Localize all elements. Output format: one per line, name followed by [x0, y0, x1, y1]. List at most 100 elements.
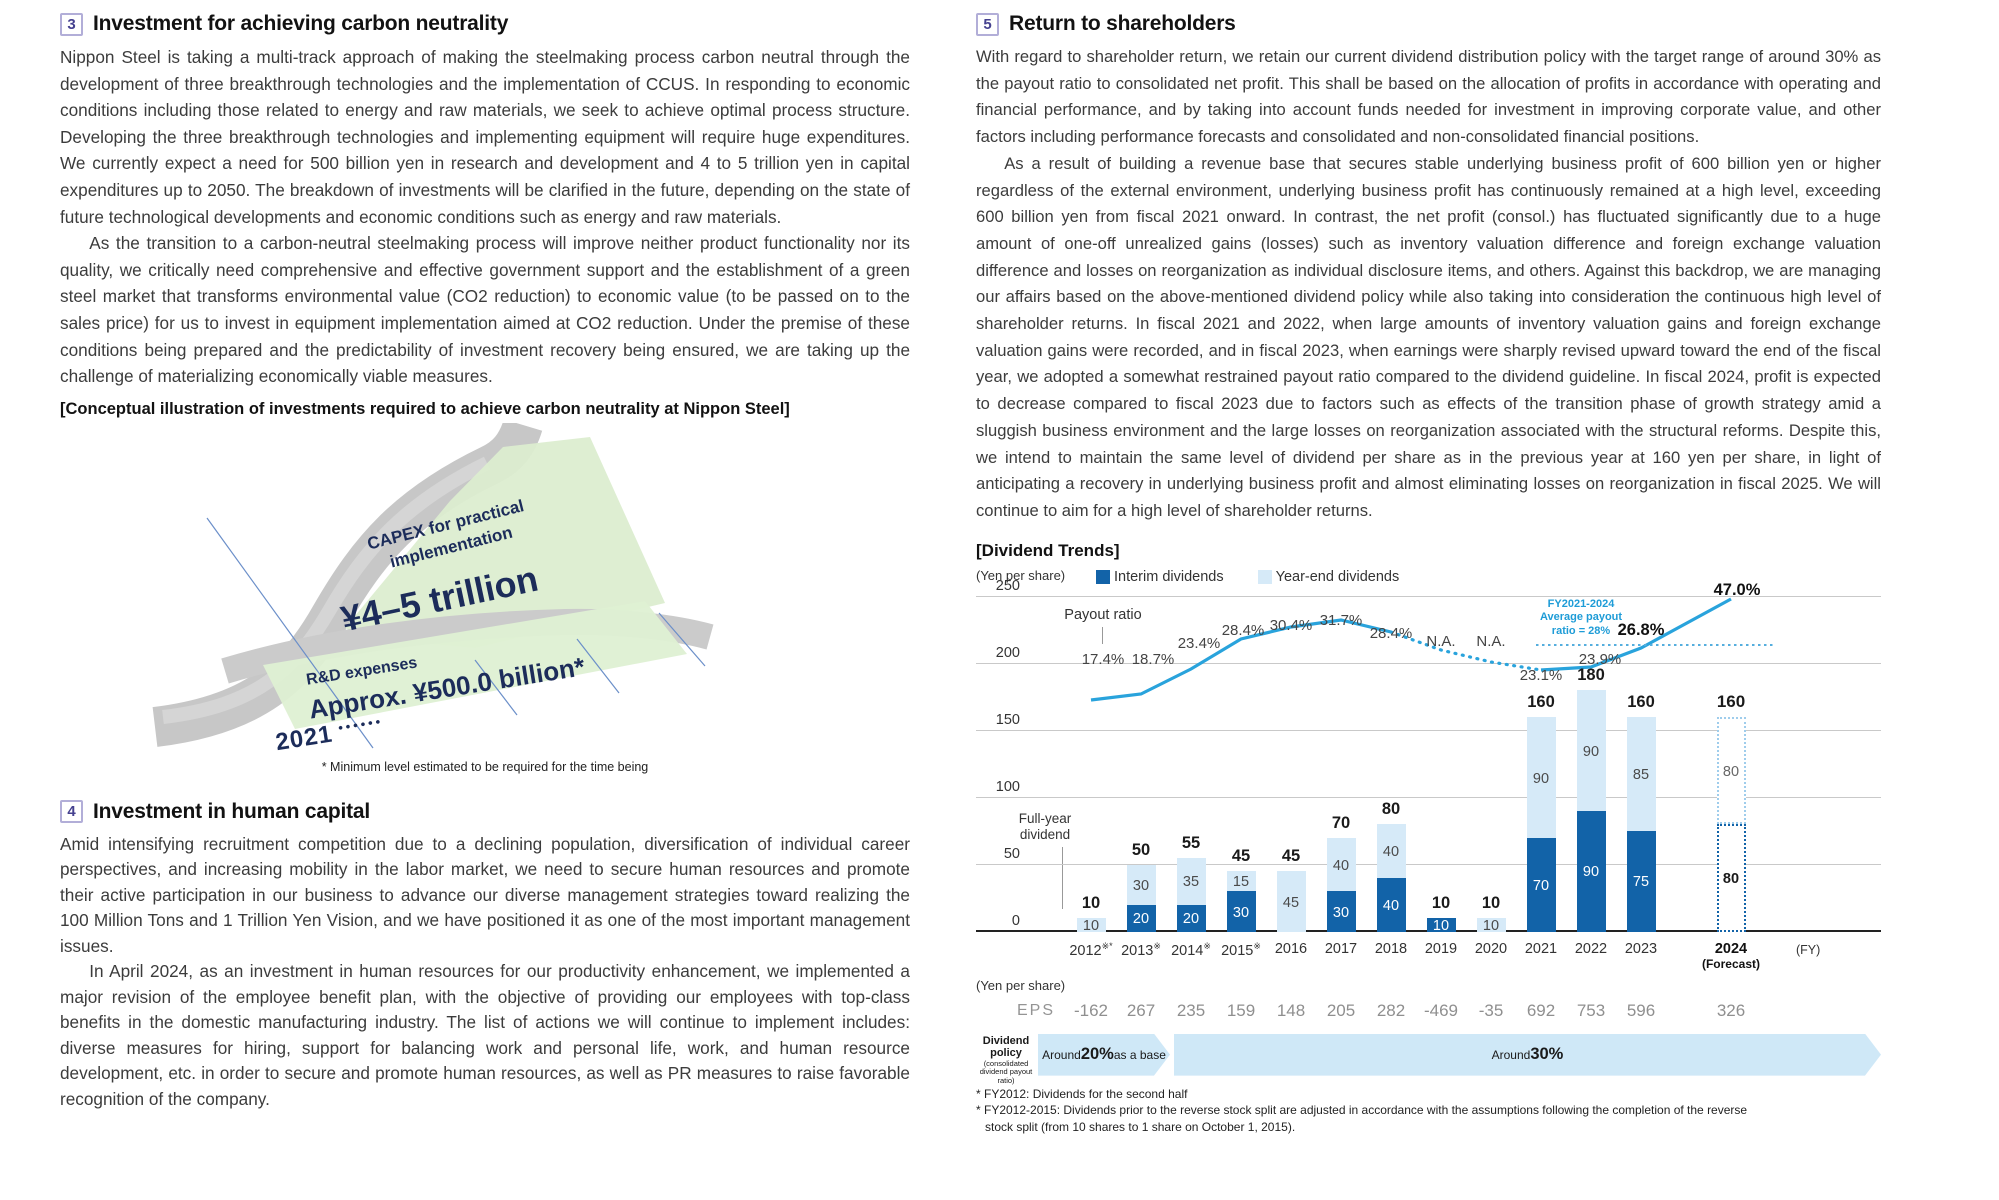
legend-item-yearend: Year-end dividends [1257, 569, 1399, 585]
policy-phase1-arrow: Around 20% as a base [1038, 1034, 1170, 1076]
x-tick-2022: 2022 [1574, 940, 1608, 957]
yearend-value-2014: 35 [1182, 874, 1200, 891]
yearend-value-2013: 30 [1132, 877, 1150, 894]
eps-2019: -469 [1423, 1000, 1459, 1020]
eps-2012: -162 [1073, 1000, 1109, 1020]
total-dividend-2016: 45 [1281, 847, 1301, 866]
x-tick-2024: 2024 (Forecast) [1701, 940, 1760, 971]
capex-green-area [345, 436, 665, 648]
yearend-bar-2012 [1076, 918, 1106, 932]
eps-2021: 692 [1526, 1000, 1556, 1020]
interim-bar-2021 [1526, 837, 1556, 932]
gridline-100 [976, 796, 1881, 798]
payout-ratio-2012: 17.4% [1081, 650, 1125, 668]
x-tick-2012: 2012※* [1069, 940, 1113, 959]
legend-item-interim: Interim dividends [1096, 569, 1224, 585]
chart-footnote-3: stock split (from 10 shares to 1 share o… [985, 1119, 1296, 1134]
full-year-dividend-annotation: Full-year dividend [1018, 810, 1072, 842]
payout-ratio-line [1090, 597, 1776, 702]
yearend-bar-2020 [1476, 918, 1506, 932]
x-tick-2021: 2021 [1524, 940, 1558, 957]
yearend-value-2020: 10 [1482, 917, 1500, 934]
dividend-plot: Payout ratio Full-year dividend FY2021-2… [976, 578, 1881, 934]
total-dividend-2015: 45 [1231, 847, 1251, 866]
section-3-paragraph-2: As the transition to a carbon-neutral st… [60, 233, 910, 387]
interim-bar-2022 [1576, 811, 1606, 932]
average-payout-note-line3: ratio = 28% [1551, 624, 1611, 637]
total-dividend-2013: 50 [1131, 840, 1151, 859]
eps-2016: 148 [1276, 1000, 1306, 1020]
yearend-bar-2016 [1276, 871, 1306, 932]
y-tick-250: 250 [995, 577, 1020, 594]
yearend-bar-2021 [1526, 717, 1556, 838]
x-tick-2017: 2017 [1324, 940, 1358, 957]
interim-value-2018: 40 [1382, 897, 1400, 914]
total-dividend-2021: 160 [1527, 693, 1555, 712]
payout-ratio-2024: 47.0% [1713, 580, 1761, 599]
yearend-value-2017: 40 [1332, 857, 1350, 874]
section-4-paragraph-1: Amid intensifying recruitment competitio… [60, 833, 910, 956]
total-dividend-2017: 70 [1331, 813, 1351, 832]
section-5-body: With regard to shareholder return, we re… [976, 44, 1881, 525]
eps-2018: 282 [1376, 1000, 1406, 1020]
eps-2022: 753 [1576, 1000, 1606, 1020]
payout-ratio-2022: 23.9% [1578, 650, 1622, 668]
chart-unit-label: (Yen per share) [976, 567, 1066, 583]
average-payout-note: FY2021-2024 Average payout ratio = 28% [1516, 598, 1646, 639]
dividend-policy-label-main: Dividend policy [982, 1034, 1030, 1059]
payout-ratio-2023: 26.8% [1617, 620, 1665, 639]
total-dividend-2014: 55 [1181, 833, 1201, 852]
gridline-50 [976, 863, 1881, 865]
yearend-bar-2022 [1576, 690, 1606, 812]
axis-line-icon [206, 517, 374, 749]
payout-ratio-2017: 31.7% [1319, 611, 1363, 629]
chart-legend-row: (Yen per share) Interim dividends Year-e… [976, 567, 1881, 597]
rd-green-area [263, 600, 687, 729]
payout-ratio-2020: N.A. [1476, 632, 1506, 650]
yearend-value-2016: 45 [1282, 894, 1300, 911]
carbon-investment-illustration: CAPEX for practical implementation ¥4–5 … [145, 418, 910, 758]
axis-line-icon [474, 659, 518, 716]
x-tick-2013: 2013※ [1121, 940, 1161, 959]
interim-bar-2017 [1326, 891, 1356, 932]
interim-bar-2018 [1376, 878, 1406, 932]
interim-value-2015: 30 [1232, 904, 1250, 921]
section-4-title: Investment in human capital [93, 799, 370, 823]
full-year-dividend-leader [1062, 846, 1063, 909]
interim-value-2017: 30 [1332, 904, 1350, 921]
eps-2023: 596 [1626, 1000, 1656, 1020]
axis-line-icon [576, 638, 620, 694]
payout-ratio-2013: 18.7% [1131, 650, 1175, 668]
total-dividend-2024: 160 [1716, 692, 1746, 712]
total-dividend-2022: 180 [1577, 666, 1605, 685]
section-5-number-badge: 5 [976, 12, 999, 36]
chart-legend: Interim dividends Year-end dividends [1096, 569, 1399, 585]
dividend-trends-caption: [Dividend Trends] [976, 540, 1120, 560]
chart-footnote-2: * FY2012-2015: Dividends prior to the re… [976, 1103, 1748, 1118]
interim-bar-forecast-2024 [1716, 824, 1746, 932]
y-tick-0: 0 [1011, 912, 1020, 929]
gridline-250 [976, 595, 1881, 597]
dividend-policy-label-sub: (consolidated dividend payout ratio) [979, 1058, 1033, 1085]
dividend-trends-chart: (Yen per share) Interim dividends Year-e… [976, 567, 1881, 1136]
illustration-footnote: * Minimum level estimated to be required… [321, 759, 649, 774]
y-tick-100: 100 [995, 778, 1020, 795]
yearend-value-2023: 85 [1632, 767, 1650, 784]
yearend-value-2018: 40 [1382, 844, 1400, 861]
y-tick-50: 50 [1003, 845, 1020, 862]
interim-bar-2013 [1126, 904, 1156, 932]
section-3-paragraph-1: Nippon Steel is taking a multi-track app… [60, 47, 910, 227]
eps-label: EPS [1016, 1001, 1055, 1019]
total-dividend-2019: 10 [1431, 894, 1451, 913]
eps-2024: 326 [1716, 1000, 1746, 1020]
section-5-heading: 5 Return to shareholders [976, 12, 1881, 36]
fy-axis-label: (FY) [1796, 942, 1821, 957]
interim-value-2013: 20 [1132, 911, 1150, 928]
policy-phase1-value: 20% [1080, 1045, 1114, 1064]
payout-ratio-2014: 23.4% [1177, 634, 1221, 652]
yearend-bar-forecast-2024 [1716, 717, 1746, 825]
x-tick-2015: 2015※ [1221, 940, 1261, 959]
policy-phase2-prefix: Around [1491, 1047, 1531, 1062]
yearend-swatch-icon [1257, 569, 1272, 584]
